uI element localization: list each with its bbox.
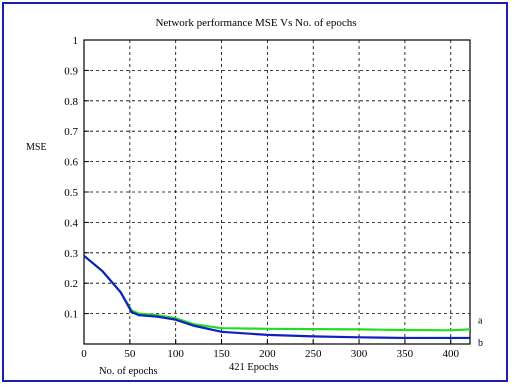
y-tick-label: 1 (73, 35, 79, 47)
y-tick-label: 0.8 (64, 96, 78, 108)
mse-chart: Network performance MSE Vs No. of epochs… (26, 17, 483, 377)
x-annotation: 421 Epochs (229, 362, 278, 373)
y-tick-label: 0.3 (64, 248, 78, 260)
x-tick-label: 150 (213, 348, 230, 360)
x-axis-label: No. of epochs (99, 366, 158, 377)
series-label-b: b (478, 338, 483, 349)
x-tick-label: 350 (397, 348, 414, 360)
x-tick-label: 50 (124, 348, 136, 360)
y-tick-label: 0.4 (64, 217, 78, 229)
x-tick-label: 250 (305, 348, 322, 360)
y-tick-label: 0.1 (64, 309, 78, 321)
series-label-a: a (478, 315, 483, 326)
x-tick-label: 100 (167, 348, 184, 360)
y-tick-label: 0.6 (64, 157, 78, 169)
chart-title: Network performance MSE Vs No. of epochs (155, 17, 356, 29)
series-line-a (83, 254, 471, 332)
y-tick-label: 0.9 (64, 65, 78, 77)
x-tick-label: 400 (442, 348, 459, 360)
x-tick-label: 200 (259, 348, 276, 360)
y-tick-label: 0.2 (64, 278, 78, 290)
x-tick-label: 0 (81, 348, 87, 360)
series-line-b (83, 254, 470, 340)
x-tick-label: 300 (351, 348, 368, 360)
y-tick-label: 0.5 (64, 187, 78, 199)
y-axis-label: MSE (26, 142, 47, 153)
y-tick-label: 0.7 (64, 126, 78, 138)
chart-frame: Network performance MSE Vs No. of epochs… (2, 2, 508, 382)
